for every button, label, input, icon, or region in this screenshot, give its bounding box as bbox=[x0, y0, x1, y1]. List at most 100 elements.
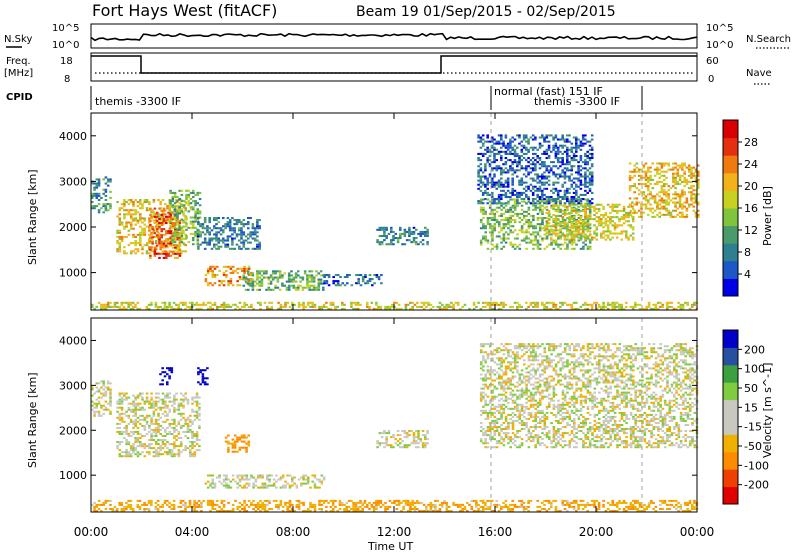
power-echo-cell bbox=[568, 175, 571, 178]
velocity-echo-cell bbox=[238, 474, 242, 477]
power-echo-cell bbox=[376, 239, 379, 242]
velocity-echo-cell bbox=[206, 367, 209, 370]
power-echo-cell bbox=[642, 176, 646, 179]
power-echo-cell bbox=[100, 305, 103, 308]
power-echo-cell bbox=[378, 226, 382, 229]
power-echo-cell bbox=[563, 196, 567, 199]
velocity-echo-cell bbox=[236, 474, 239, 477]
power-echo-cell bbox=[561, 221, 565, 224]
power-echo-cell bbox=[590, 236, 594, 239]
velocity-echo-cell bbox=[484, 440, 487, 443]
velocity-echo-cell bbox=[132, 449, 135, 452]
power-echo-cell bbox=[511, 243, 515, 246]
power-echo-cell bbox=[631, 218, 635, 221]
power-echo-cell bbox=[511, 219, 515, 222]
power-echo-cell bbox=[118, 217, 122, 220]
power-echo-cell bbox=[132, 235, 135, 238]
power-echo-cell bbox=[486, 183, 489, 186]
velocity-echo-cell bbox=[417, 438, 420, 441]
power-echo-cell bbox=[236, 267, 239, 270]
power-echo-cell bbox=[697, 178, 700, 181]
velocity-echo-cell bbox=[191, 453, 194, 456]
power-echo-cell bbox=[640, 207, 643, 210]
velocity-echo-cell bbox=[184, 435, 187, 438]
power-echo-cell bbox=[532, 239, 535, 242]
nsky-trace bbox=[90, 32, 698, 42]
velocity-echo-cell bbox=[261, 476, 264, 479]
power-echo-cell bbox=[561, 183, 564, 186]
power-echo-cell bbox=[311, 303, 314, 306]
velocity-echo-cell bbox=[159, 406, 162, 409]
power-echo-cell bbox=[566, 155, 569, 158]
power-echo-cell bbox=[203, 233, 207, 236]
power-echo-cell bbox=[482, 208, 485, 211]
power-echo-cell bbox=[662, 201, 666, 204]
power-echo-cell bbox=[176, 217, 179, 220]
power-echo-cell bbox=[217, 237, 221, 240]
power-echo-cell bbox=[543, 307, 546, 310]
velocity-echo-cell bbox=[145, 400, 149, 403]
power-echo-cell bbox=[522, 152, 526, 155]
power-echo-cell bbox=[566, 159, 569, 162]
power-echo-cell bbox=[500, 193, 503, 196]
power-echo-cell bbox=[665, 183, 668, 186]
power-echo-cell bbox=[93, 207, 96, 210]
power-echo-cell bbox=[165, 232, 168, 235]
power-echo-cell bbox=[588, 157, 592, 160]
velocity-echo-cell bbox=[161, 367, 164, 370]
power-echo-cell bbox=[644, 183, 648, 186]
power-echo-cell bbox=[552, 148, 555, 151]
power-echo-cell bbox=[531, 148, 535, 151]
power-echo-cell bbox=[491, 225, 494, 228]
power-echo-cell bbox=[341, 282, 345, 285]
power-echo-cell bbox=[486, 177, 489, 180]
power-echo-cell bbox=[361, 276, 365, 279]
power-echo-cell bbox=[665, 209, 668, 212]
power-echo-cell bbox=[477, 165, 480, 168]
power-echo-cell bbox=[697, 164, 700, 167]
power-echo-cell bbox=[170, 307, 174, 310]
power-echo-cell bbox=[157, 223, 160, 226]
velocity-echo-cell bbox=[168, 430, 172, 433]
power-echo-cell bbox=[267, 286, 271, 289]
power-echo-cell bbox=[527, 165, 530, 168]
power-echo-cell bbox=[662, 189, 666, 192]
power-echo-cell bbox=[152, 229, 156, 232]
power-echo-cell bbox=[584, 234, 587, 237]
power-echo-cell bbox=[667, 189, 671, 192]
power-echo-cell bbox=[224, 243, 227, 246]
power-echo-cell bbox=[676, 195, 680, 198]
power-echo-cell bbox=[192, 239, 195, 242]
power-echo-cell bbox=[694, 176, 698, 179]
power-echo-cell bbox=[534, 303, 537, 306]
power-echo-cell bbox=[579, 222, 583, 225]
power-echo-cell bbox=[484, 227, 487, 230]
power-echo-cell bbox=[561, 136, 564, 139]
power-echo-cell bbox=[479, 169, 483, 172]
power-echo-cell bbox=[171, 241, 175, 244]
power-echo-cell bbox=[536, 161, 539, 164]
velocity-echo-cell bbox=[191, 402, 194, 405]
power-echo-cell bbox=[692, 172, 696, 175]
velocity-echo-cell bbox=[118, 422, 122, 425]
power-echo-cell bbox=[100, 207, 103, 210]
velocity-echo-cell bbox=[166, 426, 169, 429]
power-echo-cell bbox=[609, 222, 612, 225]
power-echo-cell bbox=[445, 305, 449, 308]
power-echo-cell bbox=[164, 233, 167, 236]
power-echo-cell bbox=[148, 203, 151, 206]
power-echo-cell bbox=[180, 237, 184, 240]
velocity-echo-cell bbox=[177, 412, 181, 415]
power-echo-cell bbox=[211, 276, 214, 279]
power-echo-cell bbox=[500, 241, 503, 244]
power-echo-cell bbox=[568, 177, 571, 180]
power-echo-cell bbox=[627, 216, 630, 219]
power-echo-cell bbox=[493, 167, 496, 170]
velocity-echo-cell bbox=[225, 478, 228, 481]
power-echo-cell bbox=[491, 210, 494, 213]
velocity-echo-cell bbox=[159, 416, 162, 419]
power-echo-cell bbox=[171, 246, 175, 249]
power-echo-cell bbox=[554, 200, 558, 203]
power-echo-cell bbox=[213, 276, 217, 279]
power-echo-cell bbox=[570, 146, 574, 149]
